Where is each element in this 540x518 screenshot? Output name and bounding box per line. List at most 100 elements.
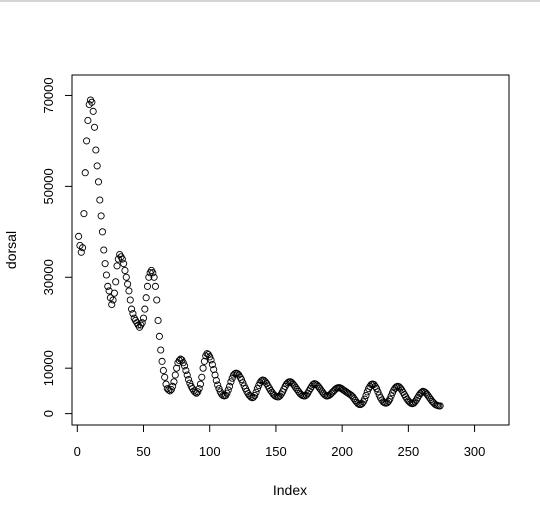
data-point [109,296,117,304]
data-point [139,314,148,322]
data-point [196,380,204,388]
data-point [157,346,165,354]
data-point [108,300,116,309]
data-point [83,137,91,145]
data-point [206,353,214,361]
y-tick-label: 70000 [41,77,56,113]
data-point [373,385,381,393]
data-point [194,388,202,396]
data-point [141,305,149,313]
data-point [200,357,208,365]
data-point [93,162,101,170]
data-point [161,373,169,381]
data-point [120,260,128,268]
data-point [75,232,83,240]
data-point [113,262,121,270]
data-point [171,371,179,379]
x-tick-label: 300 [464,444,486,459]
data-point [124,280,132,288]
data-point [169,382,177,390]
data-point [84,116,92,124]
data-point [199,364,207,372]
x-tick-label: 200 [331,444,353,459]
data-point [81,169,89,177]
x-axis-title: Index [273,482,307,498]
data-point [181,362,189,370]
data-point [214,381,222,389]
x-tick-label: 0 [74,444,81,459]
data-point [129,310,137,318]
y-tick-label: 10000 [41,350,56,386]
x-axis: 0 50 100 150 200 250 300 [74,424,486,459]
data-point [153,296,161,304]
data-point [104,282,112,290]
data-point [100,246,108,254]
data-point [154,316,162,325]
x-tick-label: 250 [398,444,420,459]
data-point [88,98,96,106]
data-point [239,379,247,387]
y-tick-label: 0 [41,410,56,417]
plot-frame [71,74,510,426]
data-point [165,386,173,394]
data-point [207,356,215,364]
data-point [170,378,178,386]
data-point [89,107,97,115]
data-point [195,385,203,393]
data-point [143,282,152,290]
data-point [96,196,104,204]
data-point [211,371,219,379]
data-point [90,123,99,131]
data-point [79,244,87,252]
data-point [158,357,166,365]
data-point [149,269,157,277]
data-point [362,391,370,400]
data-point [361,395,369,403]
data-point [162,380,170,388]
x-tick-label: 50 [136,444,150,459]
data-point [77,248,85,256]
data-point [159,366,167,375]
data-point [122,273,130,281]
data-point [212,376,220,385]
data-point [110,289,118,297]
y-tick-label: 50000 [41,168,56,204]
data-point [252,388,260,396]
data-point [138,319,146,327]
y-axis-title: dorsal [3,231,19,269]
data-point [167,385,175,394]
data-point [150,273,158,281]
data-point [183,371,191,379]
x-tick-label: 150 [265,444,287,459]
window-top-border [0,0,540,2]
data-point [102,271,110,279]
data-point [145,273,153,281]
data-point [92,146,100,154]
data-point [94,178,103,186]
data-point [374,388,382,396]
data-point [80,210,88,218]
data-point [155,332,163,340]
data-point [227,378,235,386]
data-point [184,375,193,384]
data-point [118,255,126,263]
data-point [223,389,231,397]
data-point [182,366,190,375]
data-point [142,294,150,302]
data-point [226,382,234,390]
data-points [75,96,444,410]
data-point [253,385,261,393]
data-point [97,212,105,220]
y-tick-label: 30000 [41,259,56,295]
data-point [247,393,255,401]
data-point [179,359,187,367]
data-point [191,388,199,396]
data-point [126,296,134,304]
data-point [208,360,216,369]
data-point [173,364,181,372]
data-point [387,392,395,400]
y-axis: 0 10000 30000 50000 70000 [41,77,73,417]
data-point [151,282,159,290]
data-point [175,356,183,365]
